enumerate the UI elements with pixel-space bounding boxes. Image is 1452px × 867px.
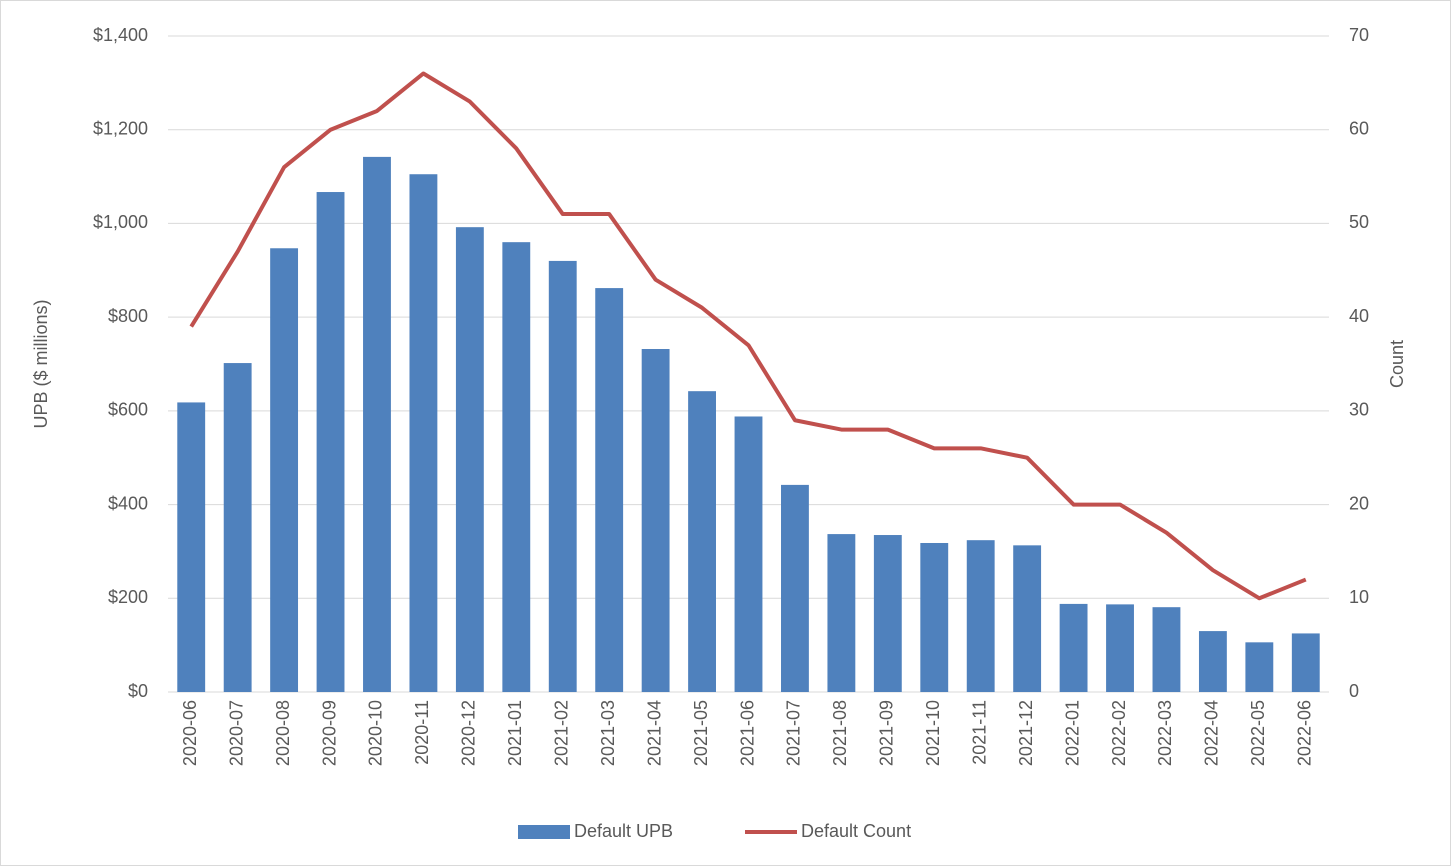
bar — [1013, 545, 1042, 692]
x-tick-label: 2021-11 — [969, 700, 989, 765]
bar — [1245, 642, 1274, 692]
y2-tick-label: 0 — [1349, 681, 1359, 701]
bar — [920, 542, 949, 692]
bar — [688, 391, 716, 692]
bar — [409, 174, 438, 692]
y2-tick-label: 40 — [1349, 306, 1369, 326]
x-tick-label: 2020-10 — [366, 700, 386, 766]
y-tick-label: $1,200 — [93, 118, 148, 138]
x-tick-label: 2021-04 — [644, 700, 664, 766]
bar — [827, 534, 856, 692]
x-tick-label: 2020-06 — [180, 700, 200, 766]
x-tick-label: 2020-12 — [459, 700, 479, 766]
x-tick-label: 2022-04 — [1202, 700, 1222, 766]
y2-tick-label: 50 — [1349, 212, 1369, 232]
bar — [1291, 633, 1320, 692]
x-tick-label: 2020-07 — [226, 700, 246, 766]
bar — [316, 192, 345, 692]
y-tick-label: $0 — [128, 681, 148, 701]
y-tick-label: $200 — [108, 587, 148, 607]
bar — [455, 227, 484, 693]
bar — [595, 288, 624, 692]
x-tick-label: 2021-12 — [1016, 700, 1036, 766]
bar — [223, 363, 252, 692]
y-axis-title: UPB ($ millions) — [31, 299, 51, 428]
line — [189, 71, 1307, 601]
bar — [1152, 607, 1181, 692]
y-tick-label: $1,400 — [93, 25, 148, 45]
bar — [873, 535, 902, 692]
x-tick-label: 2021-07 — [784, 700, 804, 766]
x-tick-label: 2021-03 — [598, 700, 618, 766]
x-tick-label: 2022-03 — [1155, 700, 1175, 766]
x-tick-label: 2021-10 — [923, 700, 943, 766]
x-tick-label: 2021-05 — [691, 700, 711, 766]
x-tick-label: 2022-02 — [1109, 700, 1129, 766]
x-tick-label: 2020-11 — [412, 700, 432, 765]
bar — [363, 156, 391, 693]
bar — [177, 402, 206, 692]
x-tick-label: 2020-08 — [273, 700, 293, 766]
y-tick-label: $400 — [108, 493, 148, 513]
y2-tick-label: 70 — [1349, 25, 1369, 45]
bar — [734, 416, 763, 692]
x-tick-label: 2021-08 — [830, 700, 850, 766]
y2-tick-label: 10 — [1349, 587, 1369, 607]
x-tick-label: 2020-09 — [319, 700, 339, 766]
x-tick-label: 2022-06 — [1295, 700, 1315, 766]
y2-axis-title: Count — [1387, 340, 1407, 388]
x-tick-label: 2021-09 — [877, 700, 897, 766]
y2-tick-label: 30 — [1349, 400, 1369, 420]
y2-tick-label: 20 — [1349, 493, 1369, 513]
x-tick-label: 2022-05 — [1248, 700, 1268, 766]
y-tick-label: $600 — [108, 400, 148, 420]
y-tick-label: $800 — [108, 306, 148, 326]
bar — [270, 248, 299, 692]
y2-tick-label: 60 — [1349, 118, 1369, 138]
x-tick-label: 2021-02 — [551, 700, 571, 766]
legend-label: Default Count — [801, 821, 911, 841]
x-tick-label: 2021-06 — [737, 700, 757, 766]
legend-label: Default UPB — [574, 821, 673, 841]
bar — [1059, 603, 1088, 692]
bar — [641, 349, 670, 692]
bar — [502, 242, 531, 692]
y-tick-label: $1,000 — [93, 212, 148, 232]
bar — [1198, 631, 1227, 692]
legend-swatch — [518, 825, 570, 839]
bar — [966, 540, 995, 692]
x-tick-label: 2022-01 — [1062, 700, 1082, 766]
bar — [548, 260, 577, 692]
x-tick-label: 2021-01 — [505, 700, 525, 766]
bar — [1106, 604, 1134, 692]
bar — [781, 484, 809, 692]
